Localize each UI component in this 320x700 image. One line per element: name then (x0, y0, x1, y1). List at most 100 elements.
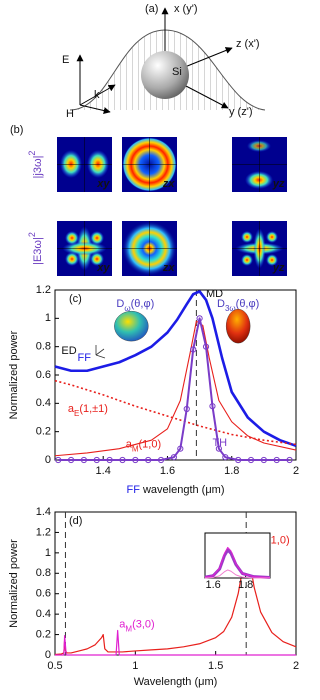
y-tick-label: 1.2 (36, 526, 51, 538)
crosshairs (57, 137, 287, 276)
data-point (106, 456, 113, 464)
y-tick-label: 1.2 (36, 284, 51, 296)
panel-label: (b) (10, 124, 23, 136)
panel-b: (b) (10, 124, 287, 276)
figure: (a) Si x (y') z (x') y (z') E k H (b) (8, 3, 299, 688)
y-tick-label: 0.4 (36, 397, 51, 409)
h-arrow (79, 104, 111, 114)
y-tick-label: 0.2 (36, 628, 51, 640)
plane-label: zx (162, 262, 176, 274)
series-label: TH (212, 437, 227, 449)
data-point (215, 445, 222, 452)
plane-label: xy (96, 178, 110, 190)
text-part: 2 (27, 232, 37, 237)
y-tick-label: 1 (45, 312, 51, 324)
x-tick-label: 1.6 (205, 579, 220, 591)
data-point (273, 456, 280, 464)
text-part: |j3ω| (32, 156, 44, 179)
data-point (170, 454, 177, 461)
series-line (58, 317, 290, 461)
series-line (54, 379, 297, 446)
y-tick-label: 0 (45, 649, 51, 661)
text-part: |E3ω| (32, 237, 44, 265)
pattern-label: Dω(θ,φ) (116, 298, 154, 313)
x-axis-label: FF wavelength (μm) (126, 484, 224, 496)
text-part: E (74, 409, 79, 418)
x-tick-label: 0.5 (47, 660, 62, 672)
panel-label: (c) (69, 293, 82, 305)
x-tick-label: 2 (293, 465, 299, 477)
series-label: aE(1,±1) (68, 403, 108, 418)
series-line (54, 320, 297, 457)
panel-label: (a) (145, 3, 158, 15)
text-part: a (68, 403, 75, 415)
x-axis-label: Wavelength (μm) (134, 676, 218, 688)
x-tick-label: 2 (293, 660, 299, 672)
row-label: |j3ω|2 (27, 151, 44, 179)
sphere-label: Si (172, 66, 182, 78)
text-part: D (116, 298, 124, 310)
series-label: aM(1,0) (126, 438, 161, 453)
data-point (190, 346, 197, 353)
sphere (141, 51, 189, 99)
x-tick-label: 1.8 (224, 465, 239, 477)
panel-d: 0.5 1 1.5 2 0 0.2 0.4 0.6 0.8 1 1.2 1.4 aM (1,0) aM(3,… (8, 506, 299, 688)
y-tick-label: 0.8 (36, 341, 51, 353)
plane-label: zx (162, 178, 176, 190)
series-line (204, 569, 270, 579)
text-part: FF (126, 484, 140, 496)
data-point (145, 456, 152, 464)
panel-label: (d) (69, 515, 82, 527)
y-tick-label: 0 (45, 454, 51, 466)
text-part: (1,±1) (79, 403, 108, 415)
triad (95, 345, 106, 359)
x-tick-label: 1.4 (96, 465, 111, 477)
data-point (196, 315, 203, 322)
text-part: a (126, 438, 133, 450)
y-tick-label: 1 (45, 547, 51, 559)
axis-label: x (y') (174, 3, 197, 15)
axis-label: y (z') (229, 106, 252, 118)
field-label: k (94, 89, 100, 101)
text-part: 2 (27, 151, 37, 156)
text-part: 3ω (225, 304, 236, 313)
series-line (55, 629, 296, 656)
data-point (222, 454, 229, 461)
y-axis-label: Normalized power (8, 330, 20, 419)
y-tick-label: 0.4 (36, 608, 51, 620)
y-tick-label: 0.8 (36, 567, 51, 579)
text-part: TH (212, 437, 227, 449)
text-part: (θ,φ) (131, 298, 155, 310)
plot-frame (54, 289, 297, 461)
plane-label: yz (272, 262, 285, 274)
text-part: M (132, 444, 139, 453)
y-tick-label: 0.6 (36, 369, 51, 381)
text-part: FF (77, 352, 91, 364)
data-point (157, 456, 165, 464)
plane-label: xy (96, 262, 110, 274)
text-part: wavelength (μm) (140, 484, 225, 496)
plane-label: yz (272, 178, 285, 190)
text-part: (1,0) (267, 535, 290, 547)
data-point (67, 456, 75, 464)
radiation-pattern (114, 310, 149, 342)
field-label: E (62, 54, 69, 66)
data-point (183, 405, 190, 413)
data-point (247, 456, 255, 464)
series-label: aM(3,0) (119, 618, 154, 633)
data-point (209, 403, 216, 410)
pattern-label: D3ω(θ,φ) (217, 298, 259, 313)
text-part: D (217, 298, 225, 310)
plot-frame (204, 532, 271, 579)
text-part: (1,0) (138, 438, 161, 450)
radiation-pattern (225, 308, 251, 344)
axis-label: z (x') (236, 38, 259, 50)
data-point (260, 456, 267, 464)
field-label: H (66, 108, 74, 120)
data-point (177, 445, 184, 452)
y-axis-label: Normalized power (8, 539, 20, 628)
row-label: |E3ω|2 (27, 232, 44, 265)
x-tick-label: 1.8 (238, 579, 253, 591)
text-part: (θ,φ) (236, 298, 260, 310)
series-line (204, 546, 271, 579)
